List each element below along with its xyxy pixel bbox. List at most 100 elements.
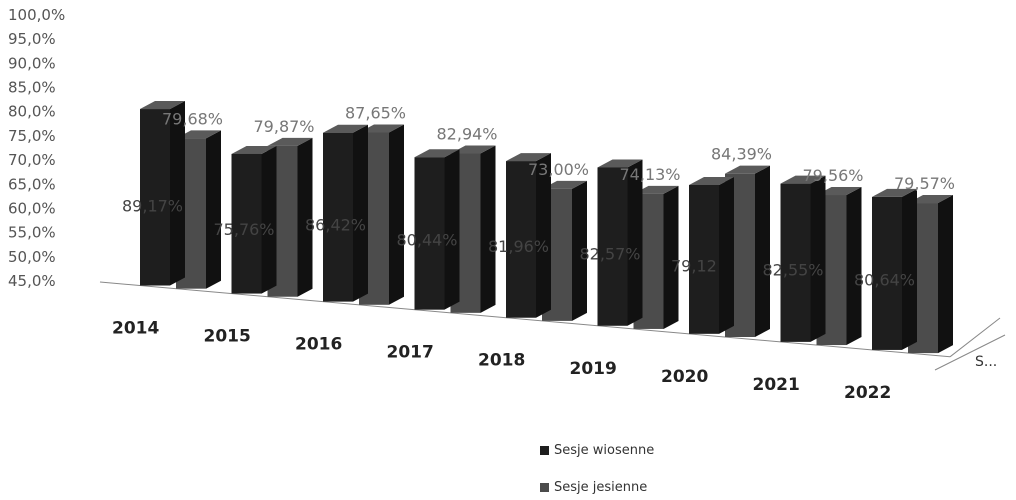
data-label-autumn: 87,65% [345,104,406,123]
bar-top [323,124,368,133]
bar-top [725,165,770,174]
y-tick-label: 55,0% [8,224,56,242]
y-tick-label: 95,0% [8,30,56,48]
bar-spring [140,101,185,286]
bar-top [689,177,734,186]
bar-side [810,175,826,342]
depth-axis-line [934,334,1006,371]
data-labels-group: 89,17% 79,68% 75,76% 79,87% 86,42% 87,65% 80,4… [122,104,955,290]
floor-right-edge [949,317,1001,358]
bar-front [140,109,170,286]
chart-floor [99,281,1006,371]
x-axis: 2014 2015 2016 2017 2018 2019 2020 2021 2022 [112,319,891,403]
data-label-autumn: 74,13% [620,165,681,184]
x-tick-label: 2019 [570,359,617,379]
bar-side [389,124,404,305]
bar-front [506,161,536,318]
data-label-autumn: 79,57% [894,174,955,193]
data-label-spring: 75,76% [214,220,275,239]
bar-top [816,187,862,196]
bar-top [414,149,460,158]
bar-spring [689,177,734,334]
x-tick-label: 2017 [387,343,434,363]
bar-front [689,185,719,334]
x-tick-label: 2022 [844,383,891,403]
bar-spring [231,145,277,294]
floor-front-edge [99,281,951,358]
y-tick-label: 75,0% [8,127,56,145]
y-tick-label: 90,0% [8,54,56,72]
bar-front [414,157,445,310]
bar-top [231,145,277,154]
data-label-autumn: 73,00% [528,160,589,179]
bar-side [902,188,917,350]
depth-axis-label: S... [975,354,997,370]
bar-side [755,165,770,337]
bar-side [536,153,551,318]
bar-spring [506,153,551,318]
x-tick-label: 2021 [753,375,800,395]
bar-top [872,188,917,197]
data-label-spring: 82,57% [580,244,641,263]
bar-front [597,167,628,326]
data-label-spring: 89,17% [122,196,183,215]
legend-label-autumn: Sesje jesienne [554,480,648,495]
legend-item-spring: Sesje wiosenne [540,443,654,458]
x-tick-label: 2018 [478,351,525,371]
y-tick-label: 85,0% [8,79,56,97]
y-tick-label: 65,0% [8,175,56,193]
bar-spring [597,159,643,326]
bar-side [719,177,734,334]
y-tick-label: 45,0% [8,272,56,290]
bar-side [297,137,313,297]
bar-side [444,149,460,310]
bar-spring [872,188,917,350]
bar-side [846,187,862,346]
data-label-autumn: 84,39% [711,145,772,164]
bar-front [231,153,262,294]
bar-top [267,137,313,146]
data-label-spring: 80,64% [854,271,915,290]
bar-front [780,183,811,342]
y-axis: 45,0% 50,0% 55,0% 60,0% 65,0% 70,0% 75,0% 80,0%… [8,6,65,290]
x-tick-label: 2016 [295,335,342,355]
bar-front [323,132,353,302]
bar-side [938,195,953,354]
legend-label-spring: Sesje wiosenne [554,443,655,458]
bar-side [572,180,587,321]
y-tick-label: 100,0% [8,6,65,24]
bar-top [908,195,953,204]
data-label-spring: 82,55% [763,260,824,279]
legend-item-autumn: Sesje jesienne [540,480,647,495]
legend-swatch-autumn [540,483,549,492]
x-tick-label: 2014 [112,319,159,339]
bar-side [261,145,277,294]
bar-side [206,130,221,289]
data-label-spring: 80,44% [397,231,458,250]
bar-top [140,101,185,110]
data-label-autumn: 79,68% [162,109,223,128]
data-label-autumn: 82,94% [437,125,498,144]
bar-side [353,124,368,302]
bar-top [450,145,496,154]
data-label-autumn: 79,87% [254,117,315,136]
bar-side [480,145,496,313]
y-tick-label: 80,0% [8,103,56,121]
bar-side [170,101,185,286]
x-tick-label: 2020 [661,367,708,387]
bar-top [542,180,587,189]
y-tick-label: 60,0% [8,199,56,217]
y-tick-label: 50,0% [8,248,56,266]
bars-group [140,101,953,354]
data-label-spring: 81,96% [488,237,549,256]
data-label-spring: 86,42% [305,216,366,235]
bar-spring [323,124,368,302]
legend-swatch-spring [540,446,549,455]
bar-front [872,196,902,350]
bar-spring [414,149,460,310]
data-label-autumn: 79,56% [803,166,864,185]
data-label-spring: 79,12 [671,256,717,275]
bar-spring [780,175,826,342]
bar-top [359,124,404,133]
